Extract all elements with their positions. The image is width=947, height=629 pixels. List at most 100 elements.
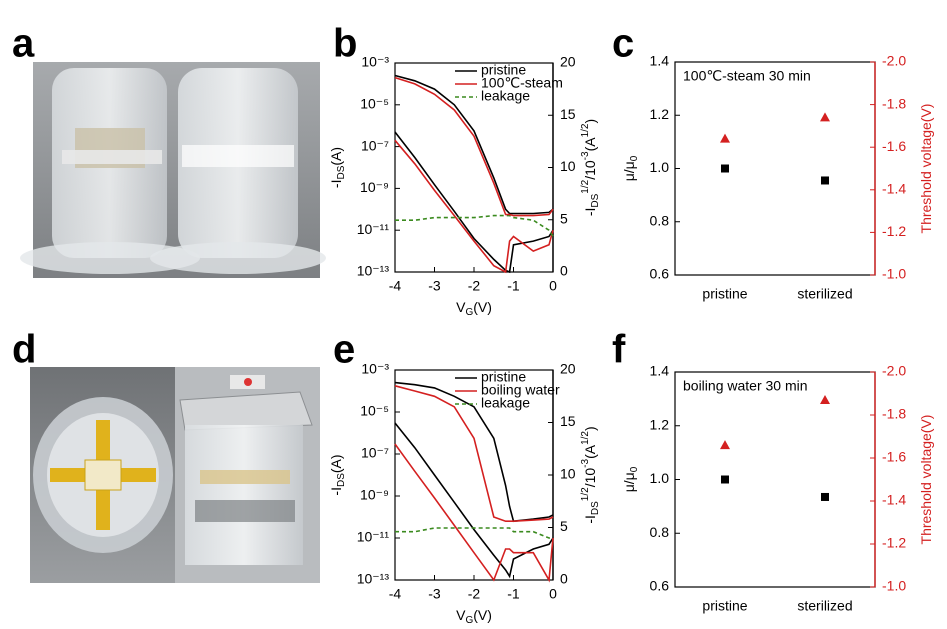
label-part: -3 xyxy=(580,151,591,160)
y-tick-label: 10⁻⁷ xyxy=(361,137,389,153)
x-tick-label: 0 xyxy=(549,278,557,294)
label-part: 0 xyxy=(629,155,640,161)
y-tick-label: 1.4 xyxy=(650,363,670,379)
x-axis-label: VG(V) xyxy=(456,607,492,626)
y2-tick-label: 15 xyxy=(560,413,576,429)
y2-tick-label: -1.0 xyxy=(882,266,906,282)
panel-label: d xyxy=(12,328,36,372)
annotation: 100℃-steam 30 min xyxy=(683,68,811,84)
x-tick-label: -2 xyxy=(468,586,481,602)
y2-tick-label: 20 xyxy=(560,361,576,377)
label-part: /10 xyxy=(582,468,598,488)
legend-label: 100℃-steam xyxy=(481,75,563,91)
x-tick-label: 0 xyxy=(549,586,557,602)
y-tick-label: 0.8 xyxy=(650,524,670,540)
square-marker xyxy=(821,176,829,185)
label-part: Threshold voltage(V) xyxy=(918,104,934,234)
y-tick-label: 10⁻¹³ xyxy=(357,571,390,587)
y-tick-label: 10⁻¹³ xyxy=(357,263,390,279)
panel-label: b xyxy=(333,22,357,66)
y2-tick-label: 5 xyxy=(560,210,568,226)
y2-tick-label: 15 xyxy=(560,106,576,122)
x-tick-label: -1 xyxy=(507,586,520,602)
square-marker xyxy=(721,164,729,173)
y-tick-label: 0.8 xyxy=(650,212,670,228)
y-axis-label: μ/μ0 xyxy=(621,155,640,181)
label-part: 1/2 xyxy=(580,123,591,137)
y-tick-label: 10⁻¹¹ xyxy=(357,529,390,545)
label-part: (V) xyxy=(473,607,492,623)
y-tick-label: 10⁻⁵ xyxy=(360,96,389,112)
x-tick-label: pristine xyxy=(702,598,747,614)
x-tick-label: sterilized xyxy=(797,286,852,302)
triangle-marker xyxy=(820,112,830,122)
x-tick-label: -4 xyxy=(389,278,402,294)
y2-axis-label: Threshold voltage(V) xyxy=(918,104,934,234)
y2-axis-label: Threshold voltage(V) xyxy=(918,415,934,545)
label-part: -I xyxy=(582,208,598,217)
y2-tick-label: -1.2 xyxy=(882,223,906,239)
triangle-marker xyxy=(720,440,730,450)
y-tick-label: 1.2 xyxy=(650,106,670,122)
y-tick-label: 1.0 xyxy=(650,470,670,486)
label-part: (A xyxy=(582,444,598,459)
label-part: Threshold voltage(V) xyxy=(918,415,934,545)
y2-axis-label: -IDS1/2/10-3(A1/2) xyxy=(580,119,601,216)
panel-label: a xyxy=(12,22,35,66)
y-axis-label: -IDS(A) xyxy=(328,454,347,495)
y-tick-label: 10⁻⁵ xyxy=(360,403,389,419)
panel-label: f xyxy=(612,328,626,372)
y2-tick-label: 0 xyxy=(560,263,568,279)
series-line xyxy=(394,139,554,274)
y-tick-label: 10⁻⁷ xyxy=(361,445,389,461)
y-tick-label: 1.2 xyxy=(650,416,670,432)
label-part: (V) xyxy=(473,299,492,315)
triangle-marker xyxy=(820,394,830,404)
y-tick-label: 10⁻³ xyxy=(361,54,389,70)
label-part: V xyxy=(456,607,466,623)
series-line xyxy=(395,214,554,237)
panel-label: e xyxy=(333,328,355,372)
y2-tick-label: -1.4 xyxy=(882,492,906,508)
label-part: G xyxy=(465,615,473,626)
x-tick-label: -3 xyxy=(428,586,441,602)
plot-frame xyxy=(674,61,876,276)
x-tick-label: pristine xyxy=(702,286,747,302)
y2-tick-label: -1.4 xyxy=(882,181,906,197)
y2-tick-label: -1.6 xyxy=(882,138,906,154)
y-tick-label: 10⁻⁹ xyxy=(360,179,389,195)
plot-frame xyxy=(674,371,876,588)
triangle-marker xyxy=(720,133,730,143)
y2-tick-label: -1.8 xyxy=(882,406,906,422)
y-tick-label: 0.6 xyxy=(650,266,670,282)
x-tick-label: -2 xyxy=(468,278,481,294)
label-part: DS xyxy=(336,165,347,179)
label-part: ) xyxy=(582,119,598,124)
y2-tick-label: -1.0 xyxy=(882,578,906,594)
label-part: (A) xyxy=(328,454,344,473)
label-part: ) xyxy=(582,426,598,431)
label-part: -I xyxy=(582,515,598,524)
y-tick-label: 10⁻³ xyxy=(361,361,389,377)
label-part: G xyxy=(465,307,473,318)
y2-axis-label: -IDS1/2/10-3(A1/2) xyxy=(580,426,601,523)
label-part: μ/μ xyxy=(621,161,637,181)
label-part: V xyxy=(456,299,466,315)
label-part: μ/μ xyxy=(621,472,637,492)
y2-tick-label: 0 xyxy=(560,571,568,587)
x-tick-label: -3 xyxy=(428,278,441,294)
photo-d xyxy=(30,367,320,583)
y-tick-label: 1.0 xyxy=(650,159,670,175)
y2-tick-label: -2.0 xyxy=(882,363,906,379)
y2-tick-label: 10 xyxy=(560,466,576,482)
series-line xyxy=(394,74,554,215)
label-part: 1/2 xyxy=(580,179,591,193)
y-axis-label: -IDS(A) xyxy=(328,147,347,188)
x-axis-label: VG(V) xyxy=(456,299,492,318)
y2-tick-label: -1.8 xyxy=(882,95,906,111)
x-tick-label: sterilized xyxy=(797,598,852,614)
annotation: boiling water 30 min xyxy=(683,378,808,394)
label-part: (A) xyxy=(328,147,344,166)
label-part: 1/2 xyxy=(580,487,591,501)
